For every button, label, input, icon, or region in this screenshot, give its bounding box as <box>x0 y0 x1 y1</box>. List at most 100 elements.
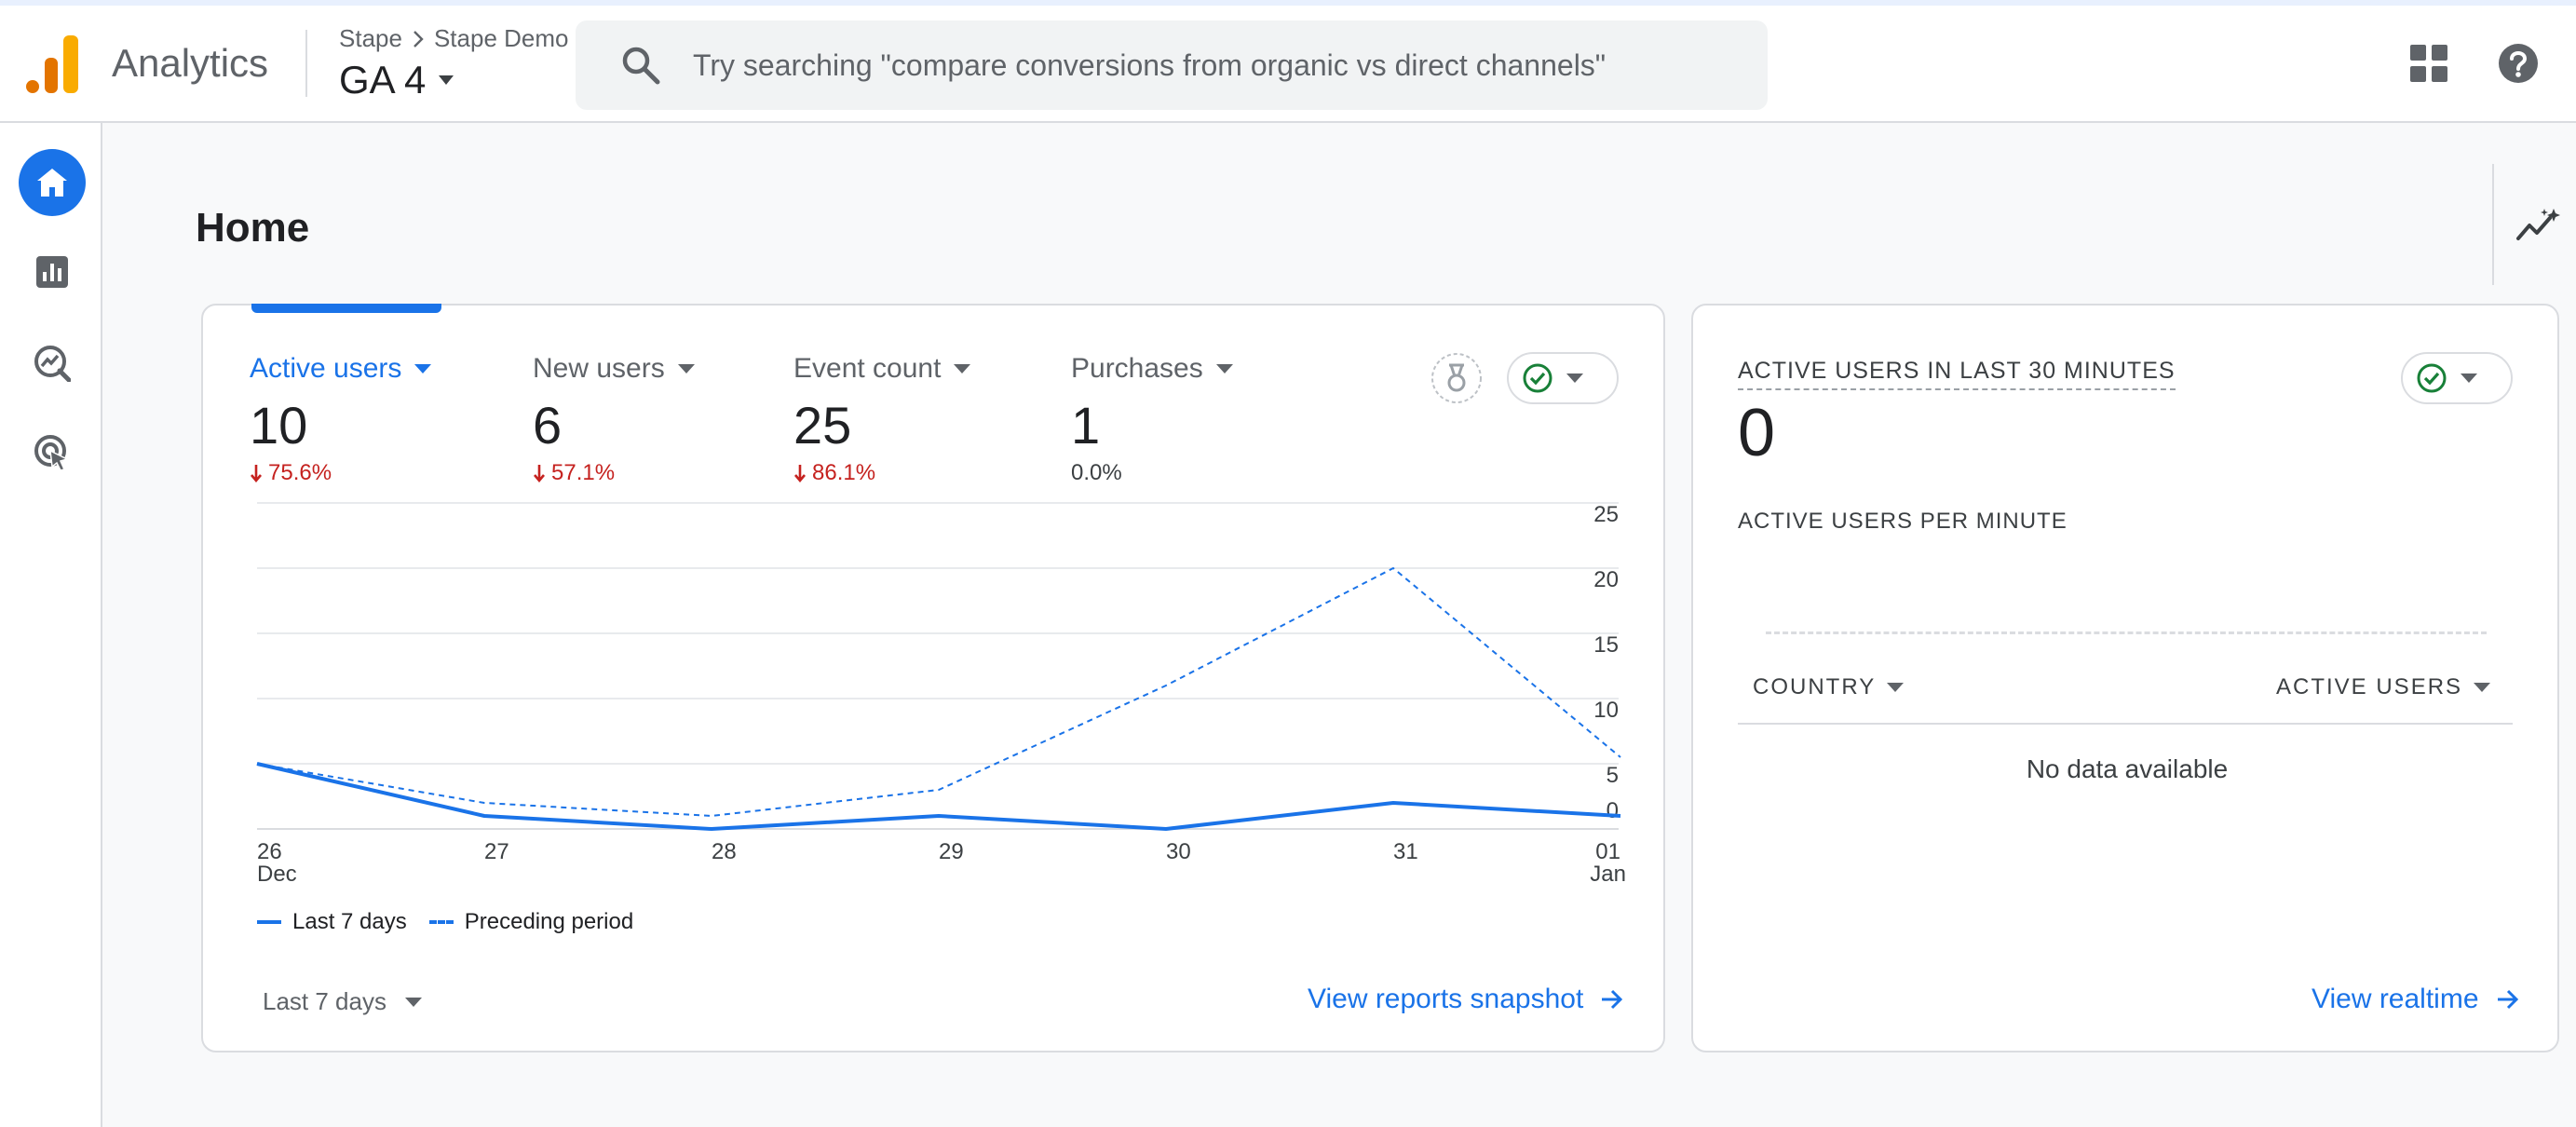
metric-label: Active users <box>250 353 402 384</box>
metric-change: 57.1% <box>551 460 616 485</box>
realtime-value: 0 <box>1738 396 1776 470</box>
column-active-users[interactable]: ACTIVE USERS <box>2276 674 2491 700</box>
view-realtime-link[interactable]: View realtime <box>2312 984 2520 1015</box>
search-input[interactable] <box>693 20 1736 110</box>
top-stripe <box>0 0 2576 6</box>
apps-grid-icon[interactable] <box>2410 45 2447 82</box>
arrow-right-icon <box>2497 989 2518 1010</box>
x-tick-label: 30 <box>1166 839 1191 864</box>
metric-change: 0.0% <box>1071 460 1122 485</box>
arrow-down-icon <box>251 465 262 482</box>
x-tick-label: 28 <box>712 839 737 864</box>
arrow-right-icon <box>1602 989 1623 1010</box>
breadcrumb-account: Stape <box>339 24 402 52</box>
realtime-title[interactable]: ACTIVE USERS IN LAST 30 MINUTES <box>1738 358 2176 390</box>
caret-down-icon <box>404 997 422 1007</box>
empty-state: No data available <box>2026 754 2229 783</box>
legend-dashed-swatch <box>428 920 454 924</box>
y-tick-label: 15 <box>1593 632 1619 658</box>
analytics-logo-icon[interactable] <box>26 35 78 93</box>
insights-divider <box>2492 164 2494 285</box>
caret-down-icon <box>1566 373 1583 383</box>
top-app-bar: Analytics Stape Stape Demo GA 4 <box>0 6 2576 123</box>
x-tick-label: 01 <box>1595 839 1620 864</box>
overview-card: Active users 10 75.6% New users 6 57.1% … <box>201 304 1665 1052</box>
help-icon[interactable] <box>2498 43 2539 84</box>
nav-reports[interactable] <box>19 238 86 306</box>
check-circle-icon <box>2417 363 2447 393</box>
table-divider <box>1738 723 2513 725</box>
caret-down-icon <box>2461 373 2477 383</box>
insights-sparkle-icon[interactable] <box>2516 207 2561 244</box>
legend-current: Last 7 days <box>292 909 407 934</box>
column-label: COUNTRY <box>1753 674 1877 699</box>
app-name: Analytics <box>112 41 269 85</box>
caret-down-icon <box>677 364 695 373</box>
date-range-selector[interactable]: Last 7 days <box>263 987 422 1016</box>
x-tick-label: 26 <box>257 839 282 864</box>
search-icon <box>622 47 660 85</box>
search-bar[interactable] <box>576 20 1768 110</box>
x-tick-label: 27 <box>484 839 509 864</box>
metric-new-users[interactable]: New users 6 57.1% <box>533 350 695 486</box>
arrow-down-icon <box>534 465 545 482</box>
nav-explore[interactable] <box>19 330 86 397</box>
arrow-down-icon <box>794 465 806 482</box>
metric-label: Purchases <box>1071 353 1203 384</box>
metric-label: New users <box>533 353 665 384</box>
view-reports-snapshot-link[interactable]: View reports snapshot <box>1308 984 1624 1015</box>
header-divider <box>305 30 307 97</box>
nav-home[interactable] <box>19 149 86 216</box>
property-selector[interactable]: GA 4 <box>339 58 455 102</box>
realtime-card: ACTIVE USERS IN LAST 30 MINUTES 0 ACTIVE… <box>1691 304 2559 1052</box>
caret-down-icon <box>2474 683 2491 692</box>
link-label: View realtime <box>2312 984 2479 1014</box>
metric-change: 75.6% <box>268 460 332 485</box>
page-title: Home <box>196 205 310 251</box>
y-tick-label: 10 <box>1593 698 1619 723</box>
per-minute-chart-baseline <box>1766 631 2487 634</box>
home-icon <box>37 169 67 197</box>
breadcrumb[interactable]: Stape Stape Demo <box>339 24 568 53</box>
realtime-status-dropdown[interactable] <box>2401 352 2513 404</box>
metric-purchases[interactable]: Purchases 1 0.0% <box>1071 350 1233 486</box>
metric-active-users[interactable]: Active users 10 75.6% <box>250 350 432 486</box>
date-range-label: Last 7 days <box>263 987 386 1015</box>
column-label: ACTIVE USERS <box>2276 674 2463 699</box>
property-name: GA 4 <box>339 58 427 102</box>
badge-icon[interactable] <box>1430 352 1483 404</box>
caret-down-icon <box>1887 683 1905 692</box>
nav-advertising[interactable] <box>19 419 86 486</box>
x-tick-label: 29 <box>939 839 964 864</box>
legend-solid-swatch <box>257 920 281 924</box>
explore-icon <box>34 346 71 382</box>
side-navigation <box>0 123 102 1127</box>
x-tick-sublabel: Jan <box>1590 862 1626 887</box>
y-tick-label: 20 <box>1593 567 1619 592</box>
metric-value: 1 <box>1071 396 1101 455</box>
series-line-last-7-days <box>256 762 1621 831</box>
column-country[interactable]: COUNTRY <box>1753 674 1905 700</box>
metric-value: 10 <box>250 396 308 455</box>
metric-change: 86.1% <box>812 460 876 485</box>
selected-tab-indicator <box>251 304 441 313</box>
y-tick-label: 25 <box>1593 502 1619 527</box>
chevron-right-icon <box>414 30 424 48</box>
series-line-preceding-period <box>256 567 1621 817</box>
breadcrumb-property: Stape Demo <box>433 24 569 52</box>
reports-icon <box>36 256 68 288</box>
legend-previous: Preceding period <box>464 909 634 934</box>
y-tick-label: 5 <box>1607 763 1619 788</box>
advertising-icon <box>34 435 70 471</box>
realtime-subtitle: ACTIVE USERS PER MINUTE <box>1738 509 2068 534</box>
metric-value: 25 <box>793 396 852 455</box>
caret-down-icon <box>414 364 432 373</box>
caret-down-icon <box>954 364 971 373</box>
x-tick-sublabel: Dec <box>257 862 297 887</box>
y-tick-label: 0 <box>1607 798 1619 823</box>
caret-down-icon <box>439 75 454 85</box>
metric-event-count[interactable]: Event count 25 86.1% <box>793 350 971 486</box>
link-label: View reports snapshot <box>1308 984 1584 1014</box>
data-status-dropdown[interactable] <box>1507 352 1619 404</box>
metric-label: Event count <box>793 353 942 384</box>
